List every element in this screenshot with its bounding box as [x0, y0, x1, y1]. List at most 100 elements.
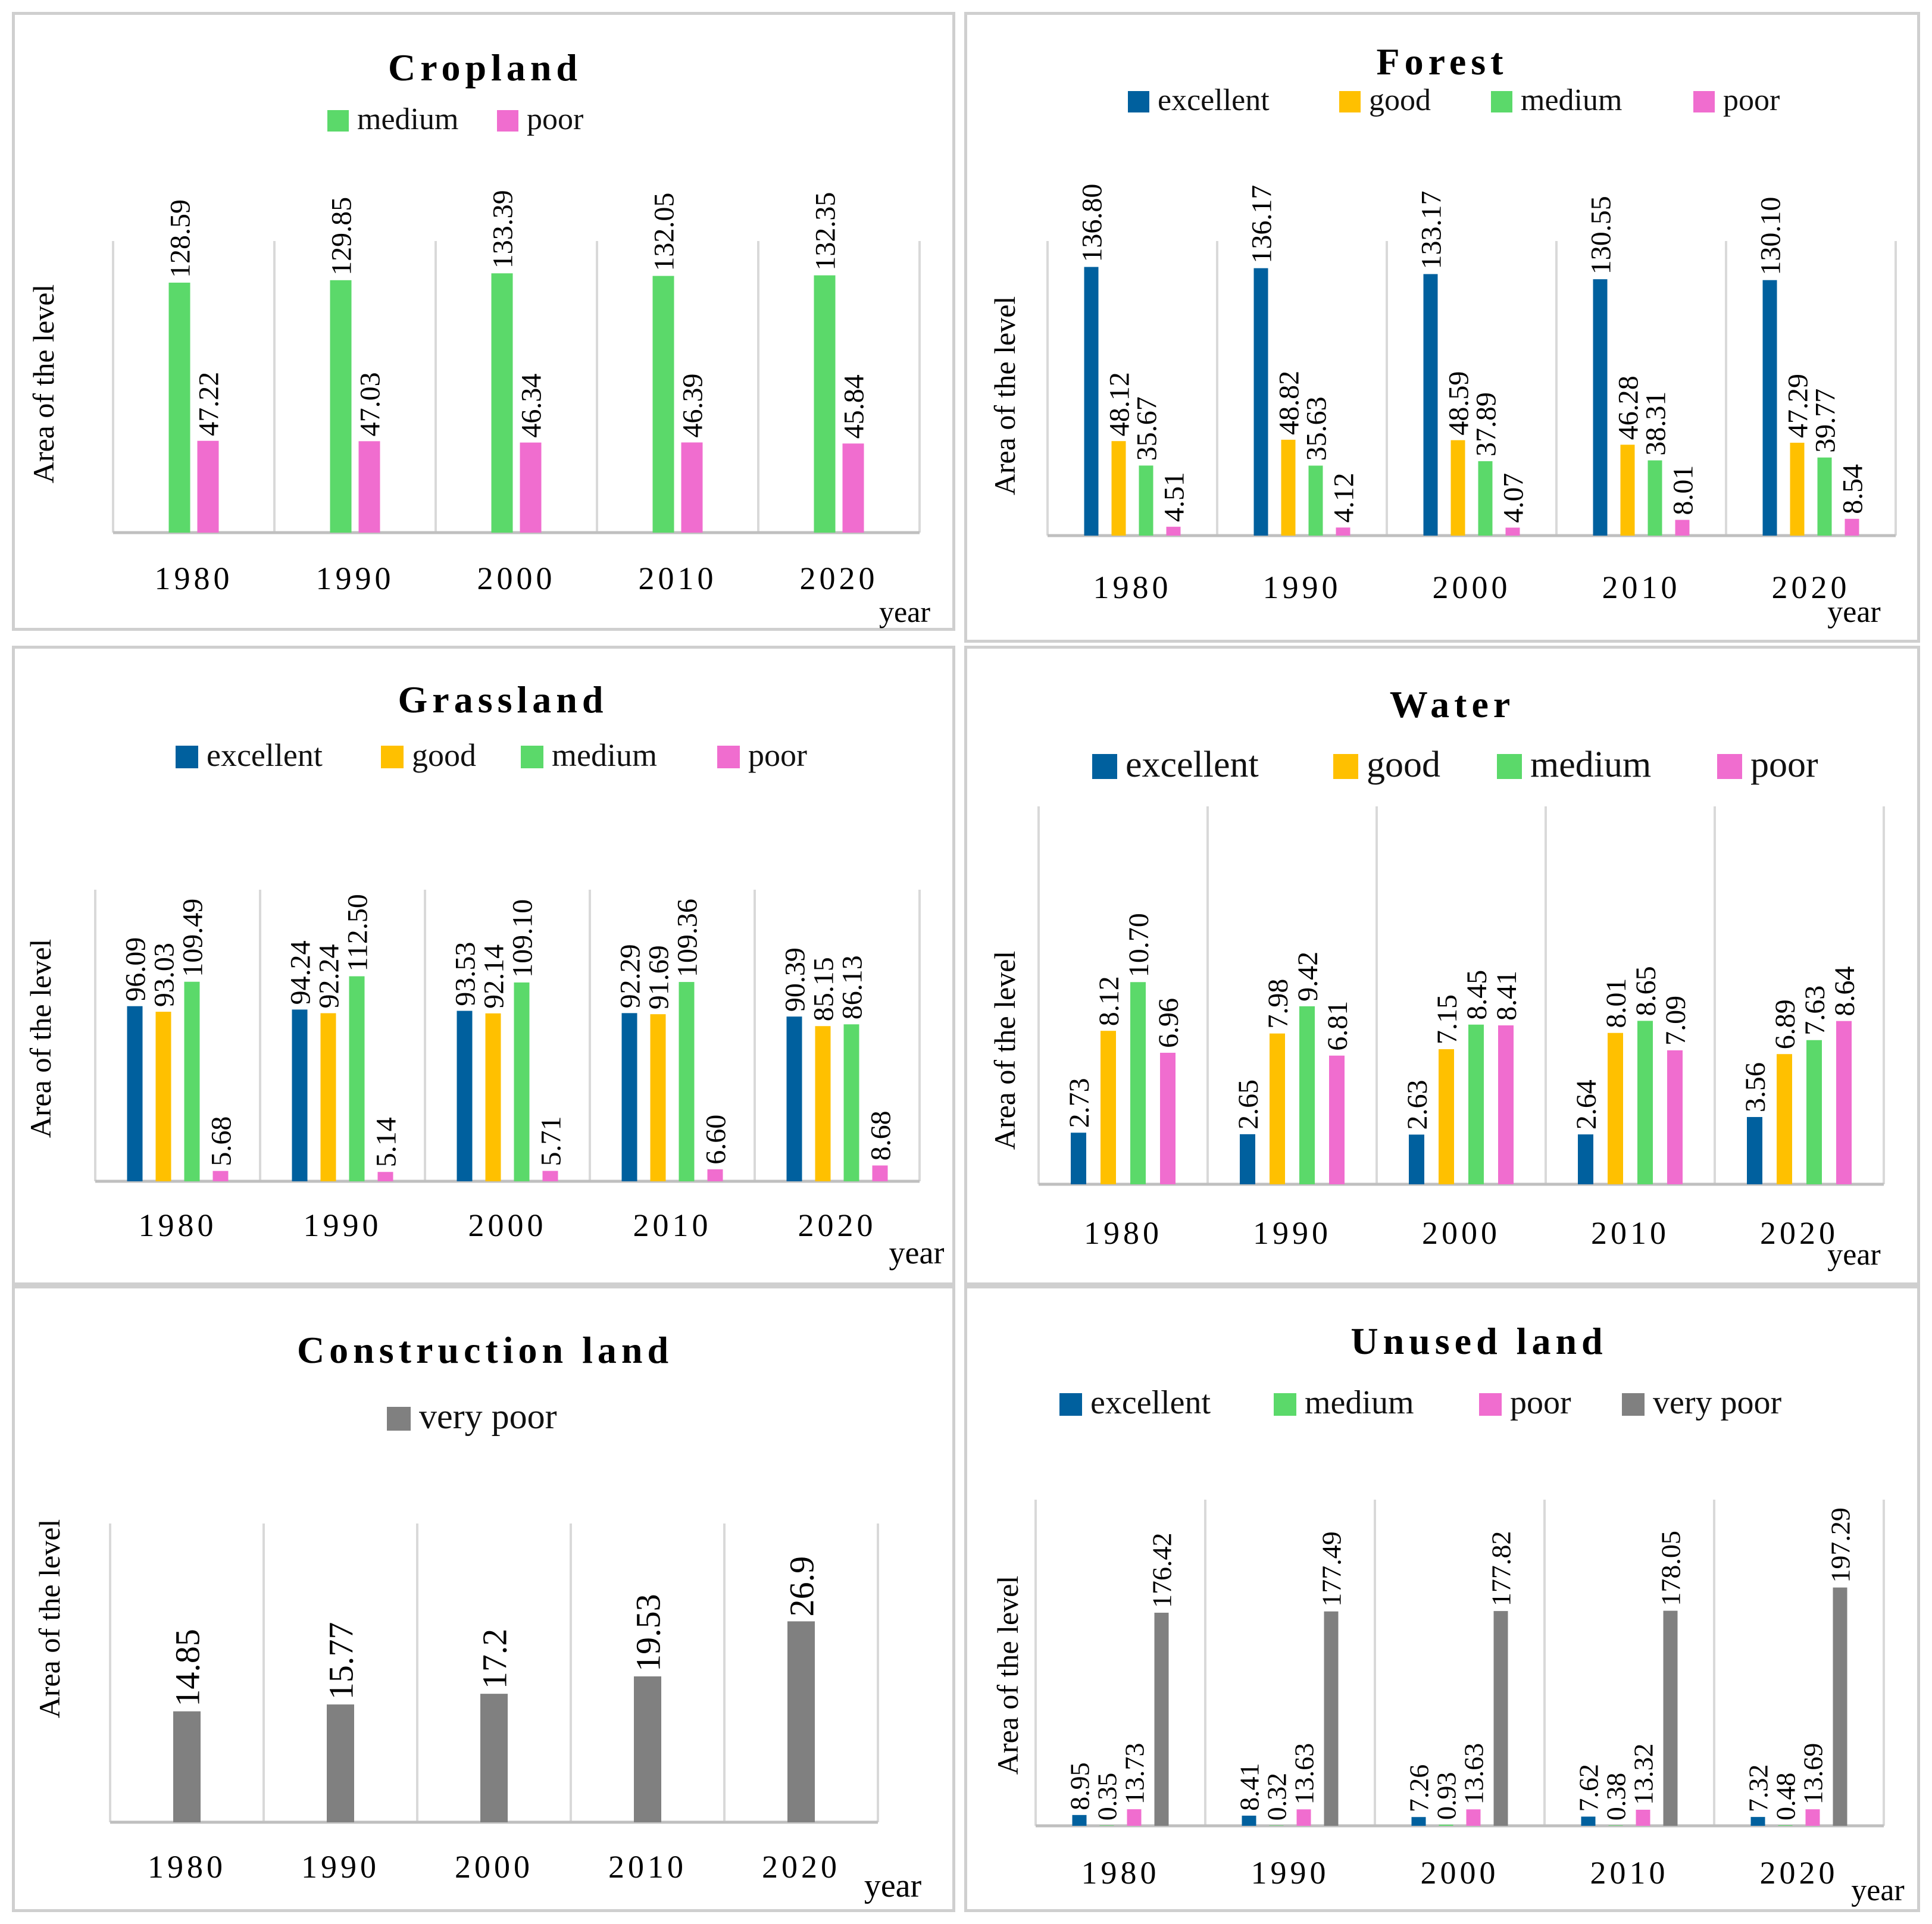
legend-label-excellent: excellent — [1126, 744, 1259, 785]
data-label-poor-1990: 47.03 — [354, 372, 386, 436]
bar-very-poor-2020 — [787, 1621, 815, 1822]
legend-swatch-good — [381, 746, 404, 768]
data-label-poor-2000: 13.63 — [1459, 1743, 1489, 1805]
legend-label-poor: poor — [527, 102, 583, 136]
data-label-poor-2000: 5.71 — [535, 1116, 567, 1166]
bar-excellent-1980 — [1071, 1132, 1086, 1184]
data-label-poor-1990: 5.14 — [370, 1117, 402, 1167]
data-label-poor-1980: 5.68 — [205, 1116, 237, 1166]
bar-excellent-2020 — [1750, 1817, 1765, 1826]
legend-swatch-poor — [1717, 754, 1742, 779]
data-label-good-1980: 8.12 — [1093, 976, 1125, 1026]
legend-label-excellent: excellent — [1090, 1384, 1211, 1421]
legend-label-poor: poor — [1510, 1384, 1571, 1421]
bar-good-2000 — [1450, 440, 1465, 536]
legend-swatch-excellent — [1092, 754, 1117, 779]
data-label-medium-1990: 9.42 — [1292, 952, 1324, 1002]
bar-very-poor-2020 — [1833, 1587, 1847, 1826]
bar-medium-2000 — [1439, 1825, 1453, 1826]
data-label-excellent-2000: 93.53 — [449, 942, 481, 1006]
legend-swatch-poor — [717, 746, 740, 768]
forest-panel: Forest excellent good medium poor 136.80 48.12… — [964, 12, 1920, 643]
x-tick-label-1980: 1980 — [155, 561, 233, 596]
legend-label-poor: poor — [748, 737, 807, 773]
bar-poor-2010 — [1667, 1050, 1683, 1184]
bar-medium-2020 — [1778, 1825, 1793, 1826]
bar-medium-2020 — [1806, 1040, 1822, 1184]
data-label-excellent-2000: 133.17 — [1415, 191, 1447, 270]
data-label-poor-2010: 8.01 — [1667, 465, 1699, 515]
legend-label-good: good — [1369, 83, 1431, 117]
x-tick-label-2020: 2020 — [1760, 1855, 1839, 1891]
water-title: Water — [1390, 683, 1515, 725]
x-tick-label-2010: 2010 — [1591, 1215, 1670, 1251]
bar-excellent-2000 — [1423, 274, 1438, 536]
grassland-x-axis-label: year — [889, 1235, 945, 1271]
x-tick-label-2020: 2020 — [1772, 570, 1850, 605]
data-label-excellent-1980: 8.95 — [1065, 1762, 1095, 1810]
bar-medium-1990 — [1269, 1825, 1284, 1826]
data-label-poor-2000: 4.07 — [1498, 473, 1529, 523]
x-tick-label-2020: 2020 — [762, 1849, 840, 1885]
data-label-medium-1990: 129.85 — [326, 197, 357, 276]
data-label-poor-2010: 7.09 — [1660, 996, 1692, 1046]
legend-label-medium: medium — [1305, 1384, 1414, 1421]
legend-swatch-very-poor — [387, 1407, 411, 1431]
bar-good-2010 — [650, 1014, 666, 1181]
bar-medium-1990 — [330, 280, 352, 533]
data-label-good-1990: 48.82 — [1273, 371, 1305, 435]
data-label-poor-2000: 8.41 — [1491, 971, 1523, 1021]
water-chart-svg: Water excellent good medium poor 2.73 8.1210.7… — [988, 683, 1885, 1272]
data-label-poor-1980: 6.96 — [1153, 998, 1184, 1048]
x-tick-label-1980: 1980 — [1084, 1215, 1162, 1251]
legend-swatch-good — [1333, 754, 1358, 779]
water-x-axis-label: year — [1827, 1238, 1880, 1272]
unused-title: Unused land — [1350, 1320, 1607, 1362]
data-label-excellent-2010: 7.62 — [1574, 1764, 1604, 1812]
bar-poor-2010 — [681, 442, 703, 533]
x-tick-label-1990: 1990 — [1253, 1215, 1331, 1251]
bar-poor-1980 — [212, 1171, 229, 1181]
bar-very-poor-2000 — [1493, 1611, 1508, 1826]
legend-label-medium: medium — [552, 737, 657, 773]
bar-excellent-2020 — [1762, 280, 1777, 536]
data-label-medium-2020: 39.77 — [1809, 389, 1841, 453]
legend-swatch-poor — [1693, 91, 1715, 112]
legend-label-excellent: excellent — [1158, 83, 1270, 117]
unused-y-axis-label: Area of the level — [991, 1576, 1024, 1775]
bar-medium-2000 — [1468, 1024, 1484, 1184]
bar-poor-2000 — [1498, 1025, 1514, 1184]
bar-very-poor-2000 — [480, 1694, 508, 1822]
data-label-medium-2000: 37.89 — [1470, 392, 1502, 456]
legend-label-very-poor: very poor — [419, 1397, 557, 1436]
data-label-medium-1990: 112.50 — [342, 894, 373, 971]
legend-label-excellent: excellent — [207, 737, 323, 773]
legend-swatch-medium — [521, 746, 543, 768]
cropland-x-axis-label: year — [879, 595, 930, 628]
bar-very-poor-1980 — [1154, 1612, 1169, 1826]
construction-y-axis-label: Area of the level — [33, 1519, 66, 1719]
bar-medium-1980 — [1130, 982, 1146, 1184]
data-label-excellent-1990: 94.24 — [285, 940, 316, 1005]
x-tick-label-2000: 2000 — [455, 1849, 533, 1885]
data-label-poor-2020: 45.84 — [838, 374, 870, 439]
bar-medium-1990 — [349, 976, 365, 1181]
bar-medium-2010 — [679, 982, 695, 1181]
data-label-medium-2000: 109.10 — [507, 899, 538, 978]
data-label-poor-2010: 6.60 — [700, 1115, 731, 1165]
bar-poor-1980 — [1127, 1809, 1142, 1826]
forest-title: Forest — [1377, 40, 1508, 83]
data-label-poor-1990: 4.12 — [1328, 473, 1359, 523]
bar-excellent-2010 — [1578, 1134, 1593, 1184]
x-tick-label-1980: 1980 — [1081, 1855, 1160, 1891]
data-label-poor-2020: 8.54 — [1837, 464, 1868, 514]
legend-swatch-poor — [1479, 1393, 1502, 1416]
bar-excellent-2020 — [786, 1016, 802, 1181]
bar-very-poor-2010 — [1663, 1610, 1678, 1826]
legend-label-very-poor: very poor — [1653, 1384, 1782, 1421]
x-tick-label-1980: 1980 — [148, 1849, 226, 1885]
x-tick-label-1990: 1990 — [1263, 570, 1342, 605]
bar-poor-1980 — [1166, 527, 1181, 536]
legend-swatch-poor — [497, 110, 518, 132]
